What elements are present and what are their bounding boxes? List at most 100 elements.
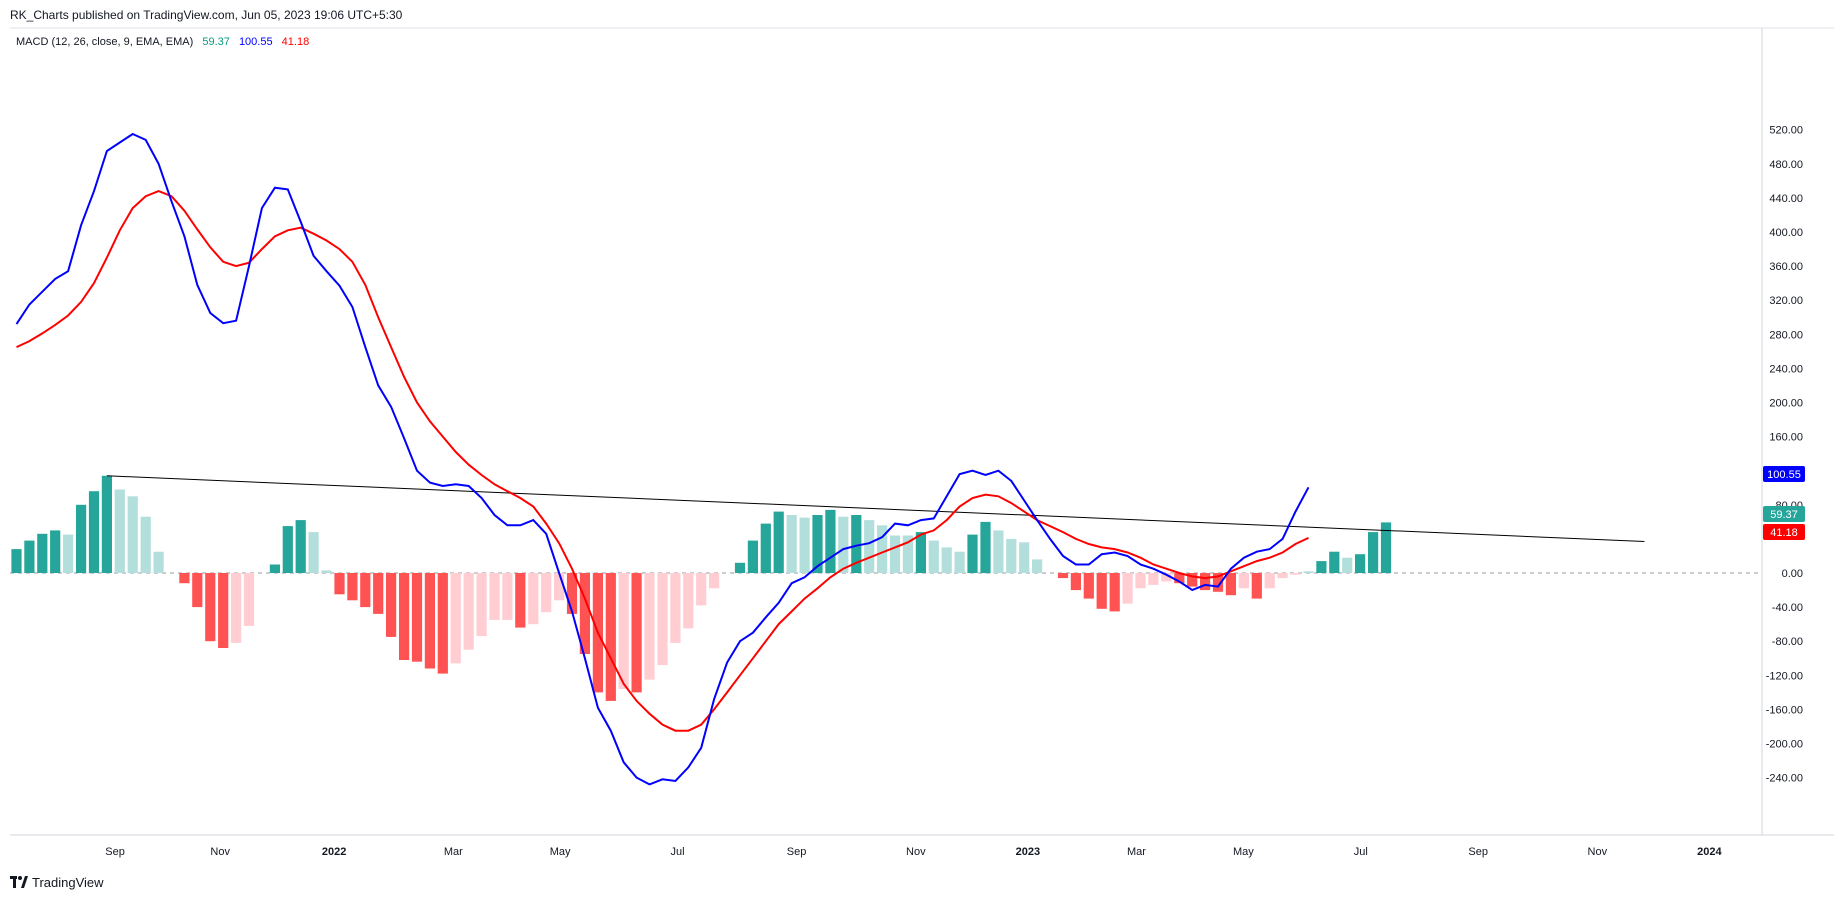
price-tick-label: 0.00 bbox=[1782, 568, 1803, 580]
histogram-bar bbox=[360, 573, 371, 608]
histogram-bar bbox=[1290, 573, 1301, 575]
histogram-bar bbox=[825, 509, 836, 573]
histogram-bar bbox=[50, 530, 61, 573]
histogram-bar bbox=[269, 564, 280, 573]
histogram-bar bbox=[967, 534, 978, 573]
histogram-bar bbox=[773, 511, 784, 573]
histogram-bar bbox=[218, 573, 229, 648]
histogram-bar bbox=[605, 573, 616, 701]
signal-price-label: 41.18 bbox=[1763, 524, 1805, 540]
histogram-bar bbox=[579, 573, 590, 654]
histogram-bar bbox=[1251, 573, 1262, 599]
time-tick-label: Mar bbox=[1127, 846, 1146, 858]
publisher-caption: RK_Charts published on TradingView.com, … bbox=[10, 8, 403, 22]
histogram-bar bbox=[1019, 542, 1030, 573]
price-tick-label: 480.00 bbox=[1769, 159, 1803, 171]
price-tick-label: 360.00 bbox=[1769, 261, 1803, 273]
histogram-bar bbox=[1368, 532, 1379, 573]
legend-hist-value: 59.37 bbox=[202, 36, 230, 48]
price-tick-label: -40.00 bbox=[1772, 602, 1803, 614]
signal-line bbox=[16, 190, 1309, 732]
histogram-bar bbox=[37, 533, 48, 573]
histogram bbox=[11, 475, 1392, 701]
histogram-bar bbox=[980, 521, 991, 574]
histogram-bar bbox=[799, 517, 810, 573]
histogram-bar bbox=[644, 573, 655, 680]
histogram-bar bbox=[1380, 522, 1392, 573]
time-tick-label: 2024 bbox=[1697, 846, 1722, 858]
histogram-bar bbox=[631, 573, 642, 693]
price-tick-label: 400.00 bbox=[1769, 227, 1803, 239]
histogram-bar bbox=[114, 489, 125, 573]
histogram-bar bbox=[1161, 573, 1172, 582]
histogram-bar bbox=[1057, 573, 1069, 579]
time-tick-label: May bbox=[550, 846, 571, 858]
time-tick-label: Nov bbox=[906, 846, 926, 858]
time-axis[interactable]: Sep Nov 2022 Mar May Jul Sep Nov 2023 Mar May Jul Se… bbox=[105, 846, 1722, 858]
histogram-bar bbox=[1122, 573, 1133, 604]
histogram-bar bbox=[1070, 573, 1081, 591]
histogram-bar bbox=[243, 573, 255, 626]
price-tick-label: -80.00 bbox=[1772, 636, 1803, 648]
histogram-bar bbox=[877, 525, 888, 573]
indicator-legend[interactable]: MACD (12, 26, close, 9, EMA, EMA) 59.37 … bbox=[16, 36, 309, 48]
histogram-bar bbox=[670, 573, 681, 643]
legend-indicator-label: MACD (12, 26, close, 9, EMA, EMA) bbox=[16, 36, 193, 48]
histogram-bar bbox=[838, 516, 849, 573]
histogram-bar bbox=[153, 551, 164, 573]
histogram-bar bbox=[101, 475, 112, 573]
price-tick-label: 280.00 bbox=[1769, 329, 1803, 341]
histogram-bar bbox=[450, 573, 461, 664]
macd-price-label: 100.55 bbox=[1763, 466, 1805, 482]
histogram-bar bbox=[1148, 573, 1159, 585]
histogram-bar bbox=[1096, 573, 1107, 609]
price-tick-label: -120.00 bbox=[1766, 670, 1803, 682]
histogram-bar bbox=[205, 573, 216, 642]
histogram-bar bbox=[424, 573, 435, 669]
trendline[interactable] bbox=[106, 475, 1645, 542]
footer-brand-label: TradingView bbox=[32, 874, 104, 890]
price-tick-label: 240.00 bbox=[1769, 363, 1803, 375]
histogram-bar bbox=[373, 573, 384, 614]
price-tick-label: -200.00 bbox=[1766, 739, 1803, 751]
histogram-bar bbox=[1187, 573, 1198, 587]
histogram-bar bbox=[851, 515, 862, 573]
hist-price-label: 59.37 bbox=[1763, 506, 1805, 522]
histogram-bar bbox=[463, 573, 474, 650]
histogram-bar bbox=[734, 562, 746, 573]
histogram-bar bbox=[347, 573, 358, 601]
histogram-bar bbox=[709, 573, 720, 589]
histogram-bar bbox=[192, 573, 203, 608]
histogram-bar bbox=[386, 573, 397, 637]
histogram-bar bbox=[321, 570, 332, 573]
histogram-bar bbox=[1342, 557, 1353, 573]
histogram-bar bbox=[1200, 573, 1211, 591]
legend-signal-value: 41.18 bbox=[282, 36, 310, 48]
price-tick-label: 520.00 bbox=[1769, 125, 1803, 137]
histogram-bar bbox=[411, 573, 423, 662]
footer-brand[interactable]: TradingView bbox=[10, 872, 104, 892]
histogram-bar bbox=[554, 573, 565, 601]
histogram-bar bbox=[696, 573, 707, 606]
histogram-bar bbox=[76, 504, 87, 573]
trendline-group bbox=[106, 475, 1645, 542]
price-axis[interactable]: 520.00 480.00 440.00 400.00 360.00 320.00 280.… bbox=[1766, 125, 1803, 785]
histogram-bar bbox=[812, 515, 823, 573]
histogram-bar bbox=[1316, 561, 1327, 573]
histogram-bar bbox=[618, 573, 629, 689]
histogram-bar bbox=[954, 551, 965, 573]
histogram-bar bbox=[1277, 573, 1288, 579]
histogram-bar bbox=[295, 520, 306, 573]
time-tick-label: Sep bbox=[1468, 846, 1488, 858]
histogram-bar bbox=[282, 526, 293, 573]
time-tick-label: 2022 bbox=[322, 846, 346, 858]
macd-line bbox=[15, 132, 1310, 786]
histogram-bar bbox=[915, 532, 926, 573]
histogram-bar bbox=[889, 535, 901, 573]
histogram-bar bbox=[140, 516, 151, 573]
histogram-bar bbox=[1225, 573, 1236, 596]
time-tick-label: Sep bbox=[787, 846, 807, 858]
histogram-bar bbox=[941, 547, 952, 573]
histogram-bar bbox=[683, 573, 694, 629]
